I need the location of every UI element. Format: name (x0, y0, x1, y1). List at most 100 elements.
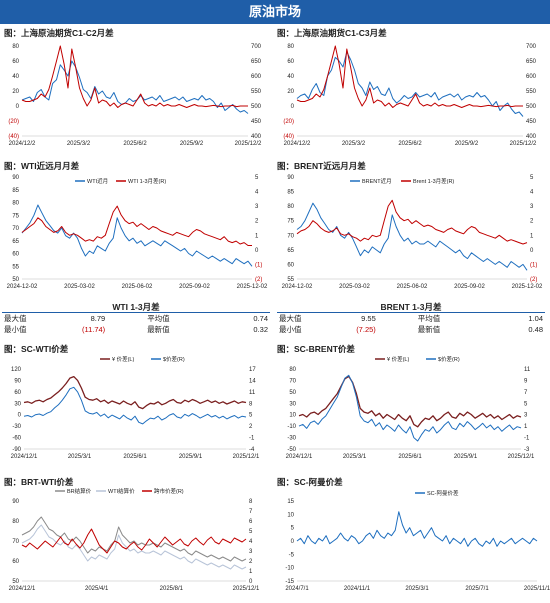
legend-label: $价差(R) (163, 355, 185, 363)
x-tick-label: 2024/12/2 (284, 141, 311, 147)
y2-tick-label: (1) (255, 262, 262, 268)
chart-c2: 806040200(20)(40)70065060055050045040020… (283, 44, 537, 147)
x-tick-label: 2025/6/2 (123, 141, 147, 147)
y2-tick-label: 4 (249, 539, 253, 545)
x-tick-label: 2025/4/1 (85, 586, 109, 592)
series-line (23, 386, 247, 425)
legend-label: Brent 1-3月差(R) (413, 177, 454, 185)
y-tick-label: -5 (289, 552, 295, 558)
y2-tick-label: 500 (251, 104, 262, 110)
y2-tick-label: 17 (249, 367, 256, 373)
y2-tick-label: 7 (249, 509, 253, 515)
chart-title-c7: 图：BRT-WTI价差 (4, 477, 74, 487)
y2-tick-label: 3 (530, 204, 534, 210)
y2-tick-label: 450 (251, 119, 262, 125)
y2-tick-label: 1 (530, 233, 534, 239)
y-tick-label: 80 (12, 201, 19, 207)
y-tick-label: 70 (289, 378, 296, 384)
series-line (296, 511, 538, 547)
y2-tick-label: 400 (251, 134, 262, 140)
y-tick-label: 0 (16, 104, 20, 110)
chart-c1: 806040200(20)(40)70065060055050045040020… (8, 44, 262, 147)
y-tick-label: 60 (12, 559, 19, 565)
y-tick-label: 50 (289, 390, 296, 396)
x-tick-label: 2025/7/1 (465, 586, 489, 592)
y2-tick-label: 11 (249, 390, 256, 396)
y-tick-label: -30 (287, 436, 296, 442)
y2-tick-label: 5 (255, 175, 259, 181)
x-tick-label: 2025/12/1 (233, 586, 260, 592)
y-tick-label: 60 (14, 390, 21, 396)
y2-tick-label: 5 (249, 529, 253, 535)
y-tick-label: 50 (12, 277, 19, 283)
series-line (21, 524, 247, 570)
y2-tick-label: 4 (530, 190, 534, 196)
x-tick-label: 2025/3/2 (67, 141, 91, 147)
y2-tick-label: 8 (249, 401, 253, 407)
y2-tick-label: -4 (249, 447, 255, 453)
y-tick-label: 85 (12, 188, 19, 194)
x-tick-label: 2025/3/1 (68, 454, 92, 460)
y-tick-label: 80 (12, 44, 19, 50)
legend-label: ¥ 价差(L) (387, 355, 409, 363)
stat-label: 最小值 (4, 325, 27, 334)
chart-c6: 80 70 50 30 10 -10 -30 -50 11 9 7 5 3 1 -1 -3 2024/12/1 2… (286, 355, 535, 460)
stats-title-brent: BRENT 1-3月差 (380, 302, 442, 312)
page-banner: 原油市场 (0, 0, 550, 24)
y2-tick-label: 650 (526, 59, 537, 65)
y-tick-label: 90 (14, 378, 21, 384)
y2-tick-label: 3 (249, 549, 253, 555)
legend-label: BR结算价 (67, 487, 92, 495)
y2-tick-label: 650 (251, 59, 262, 65)
series-line (21, 516, 247, 562)
x-tick-label: 2025/12/2 (235, 141, 262, 147)
y-tick-label: (20) (283, 119, 294, 125)
y-tick-label: (40) (283, 134, 294, 140)
y-tick-label: 70 (12, 539, 19, 545)
y-tick-label: 60 (287, 59, 294, 65)
y2-tick-label: 600 (251, 74, 262, 80)
y-tick-label: -90 (12, 447, 21, 453)
y2-tick-label: 2 (530, 219, 534, 225)
stat-label: 最大值 (277, 312, 331, 324)
y-tick-label: 65 (287, 248, 294, 254)
x-tick-label: 2025/6/1 (123, 454, 147, 460)
y2-tick-label: 3 (255, 204, 259, 210)
y2-tick-label: 0 (249, 579, 253, 585)
y-tick-label: 80 (12, 519, 19, 525)
chart-title-c1: 图：上海原油期货C1-C2月差 (4, 28, 114, 38)
x-tick-label: 2024/12/2 (9, 141, 36, 147)
y-tick-label: 90 (287, 175, 294, 181)
x-tick-label: 2025/3/1 (343, 454, 367, 460)
x-tick-label: 2025/12/1 (233, 454, 260, 460)
y-tick-label: 0 (291, 539, 295, 545)
y-tick-label: 5 (291, 526, 295, 532)
y2-tick-label: (2) (255, 277, 262, 283)
y2-tick-label: 3 (524, 413, 528, 419)
y2-tick-label: 700 (526, 44, 537, 50)
y-tick-label: 75 (12, 213, 19, 219)
legend-label: ¥ 价差(L) (112, 355, 134, 363)
legend-label: WTI 1-3月差(R) (128, 177, 166, 185)
y-tick-label: 120 (11, 367, 22, 373)
y-tick-label: 60 (287, 262, 294, 268)
y-tick-label: 10 (289, 413, 296, 419)
y2-tick-label: 500 (526, 104, 537, 110)
y2-tick-label: -1 (524, 436, 530, 442)
chart-title-c6: 图：SC-BRENT价差 (277, 344, 355, 354)
x-tick-label: 2024-12-02 (282, 284, 313, 290)
stat-value: 9.55 (330, 312, 378, 324)
x-tick-label: 2025/11/1 (524, 586, 550, 592)
y2-tick-label: 1 (524, 424, 528, 430)
y2-tick-label: 11 (524, 367, 531, 373)
stat-label: 最小值 (279, 325, 302, 334)
y-tick-label: 80 (287, 44, 294, 50)
y2-tick-label: 0 (530, 248, 534, 254)
series-line (296, 51, 524, 117)
chart-title-c4: 图：BRENT近远月月差 (277, 161, 366, 171)
stat-value: (11.74) (81, 325, 106, 334)
stat-value: 0.48 (528, 325, 543, 334)
stat-label: 平均值 (107, 312, 234, 324)
y-tick-label: 90 (12, 499, 19, 505)
